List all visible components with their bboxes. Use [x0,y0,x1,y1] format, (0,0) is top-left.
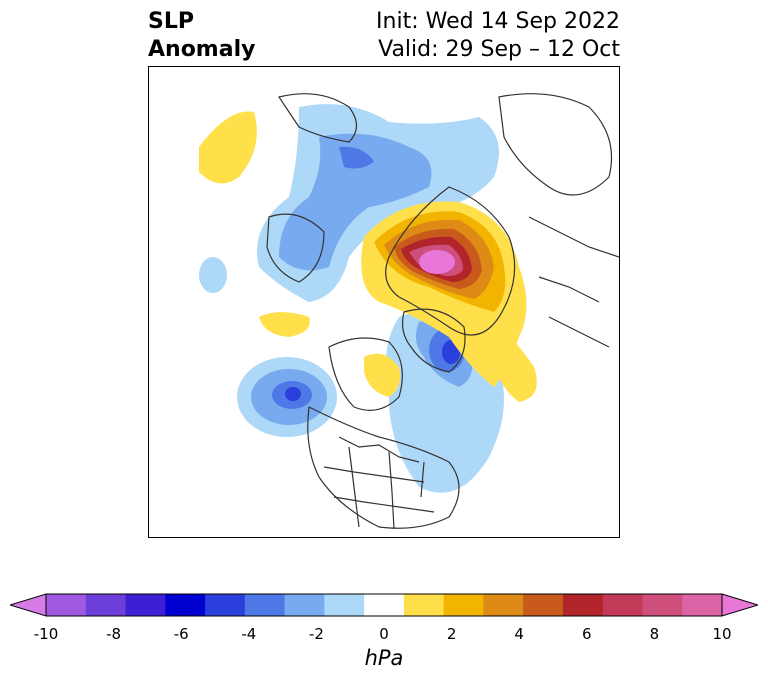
colorbar-segment [602,594,643,616]
colorbar-segment [483,594,524,616]
anomaly-map [148,66,620,538]
colorbar-segment [284,594,325,616]
negative-anomaly-north-pacific [237,357,337,437]
map-title: SLP Anomaly [148,8,255,64]
colorbar-segment [443,594,484,616]
positive-anomaly-eurasia [199,111,537,402]
init-date: Init: Wed 14 Sep 2022 [376,9,620,34]
valid-range: Valid: 29 Sep – 12 Oct [378,37,620,62]
colorbar-segment [244,594,286,616]
colorbar-units: hPa [364,646,404,670]
colorbar-tick-label: -6 [173,625,189,643]
colorbar-tick-label: 8 [649,625,660,643]
coastlines [266,93,619,530]
colorbar-segment [364,594,405,616]
date-info: Init: Wed 14 Sep 2022 Valid: 29 Sep – 12… [376,8,620,64]
colorbar-segment [403,594,445,616]
colorbar-tick-label: -10 [33,625,59,643]
title-line-2: Anomaly [148,37,256,62]
colorbar-segment [205,594,246,616]
colorbar-tick-label: 10 [712,625,732,643]
colorbar-extend-high [721,593,760,617]
colorbar-segment [85,594,127,616]
colorbar-segment [682,594,723,616]
colorbar-segment [165,594,206,616]
colorbar-tick-label: 4 [514,625,524,643]
negative-anomaly-central-asia [199,104,499,302]
colorbar-segment [324,594,365,616]
colorbar-segment [642,594,683,616]
colorbar [8,590,760,620]
colorbar-tick-label: 0 [379,625,389,643]
colorbar-tick-label: -4 [241,625,257,643]
colorbar-graphic [8,593,760,617]
title-line-1: SLP [148,9,194,34]
colorbar-tick-label: 6 [582,625,592,643]
colorbar-extend-low [8,593,47,617]
colorbar-segment [125,594,166,616]
map-canvas [199,93,619,530]
colorbar-segment [562,594,604,616]
colorbar-segment [523,594,564,616]
colorbar-tick-label: 2 [446,625,457,643]
colorbar-tick-label: -2 [308,625,324,643]
colorbar-tick-label: -8 [106,625,122,643]
colorbar-segment [46,594,87,616]
colorbar-outline [45,593,723,617]
